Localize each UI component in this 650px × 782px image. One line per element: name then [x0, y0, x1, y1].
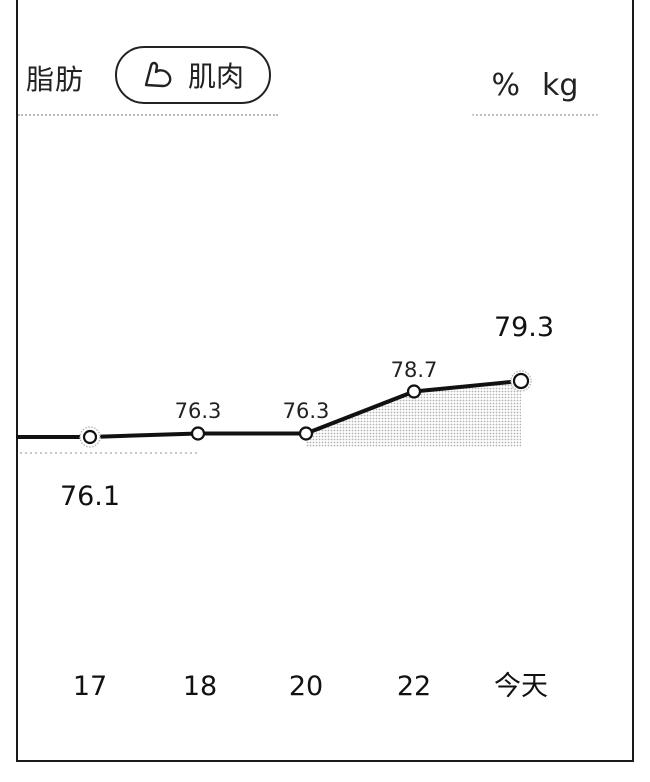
x-tick-label: 今天: [494, 671, 548, 702]
tab-fat[interactable]: 脂肪: [26, 63, 85, 96]
value-label: 76.3: [283, 399, 330, 423]
x-tick-label: 20: [289, 671, 323, 702]
data-point: [82, 429, 98, 445]
tab-underline: [18, 114, 278, 116]
series-line: [16, 379, 523, 439]
value-label: 78.7: [391, 358, 438, 382]
x-tick-label: 18: [183, 671, 217, 702]
tab-muscle[interactable]: 肌肉: [115, 46, 271, 104]
value-label: 76.3: [175, 399, 222, 423]
tab-muscle-label: 肌肉: [187, 60, 244, 93]
unit-percent[interactable]: %: [491, 67, 521, 103]
unit-underline: [472, 114, 598, 116]
data-point: [512, 372, 530, 390]
x-tick-label: 22: [397, 671, 431, 702]
data-point: [406, 384, 422, 399]
value-label: 76.1: [60, 481, 120, 512]
value-label: 79.3: [494, 312, 554, 343]
unit-kg[interactable]: kg: [542, 67, 579, 103]
x-tick-label: 17: [73, 671, 107, 702]
data-point: [190, 426, 206, 441]
data-point: [298, 426, 314, 441]
bicep-icon: [144, 61, 172, 88]
chart-area-fill: [306, 381, 521, 447]
chart-card: [16, 0, 634, 762]
unit-toggle[interactable]: % kg: [472, 52, 598, 118]
